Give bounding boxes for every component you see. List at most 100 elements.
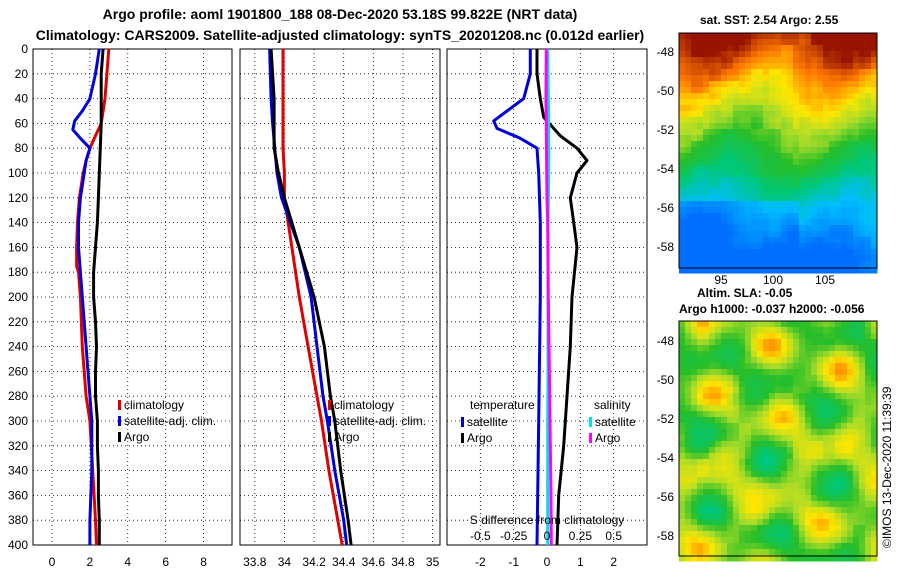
sst-lat-tick: -58 xyxy=(657,240,675,254)
y-tick-label: 300 xyxy=(8,414,28,428)
sla-map-title-2: Argo h1000: -0.037 h2000: -0.056 xyxy=(679,302,865,316)
sla-lat-tick: -50 xyxy=(657,373,675,387)
legend-temp-title: temperature xyxy=(470,398,535,412)
y-tick-label: 340 xyxy=(8,464,28,478)
series-line-climatology xyxy=(281,49,344,546)
x-tick-label: 33.8 xyxy=(243,555,267,569)
x-tick-label: 8 xyxy=(200,555,207,569)
legend-s-argo-label: Argo xyxy=(334,430,360,444)
secondary-tick-label: 0.25 xyxy=(569,529,593,543)
panel-frame-0 xyxy=(32,48,233,546)
y-tick-label: 120 xyxy=(8,191,28,205)
series-line-temperature-satellite xyxy=(492,49,542,546)
secondary-tick-label: -0.25 xyxy=(500,529,528,543)
secondary-tick-label: -0.5 xyxy=(470,529,491,543)
sla-lat-tick: -56 xyxy=(657,490,675,504)
sst-map-title: sat. SST: 2.54 Argo: 2.55 xyxy=(700,13,839,27)
sla-lat-tick: -52 xyxy=(657,412,675,426)
legend-d-ssat-label: satellite xyxy=(595,415,636,429)
x-tick-label: -2 xyxy=(475,555,486,569)
y-tick-label: 280 xyxy=(8,389,28,403)
sla-lat-tick: -48 xyxy=(657,334,675,348)
x-tick-label: 34.4 xyxy=(332,555,356,569)
series-line-satellite-adj--clim- xyxy=(71,48,101,545)
y-tick-label: 200 xyxy=(8,290,28,304)
y-tick-label: 20 xyxy=(15,67,29,81)
x-tick-label: 34 xyxy=(278,555,292,569)
sla-lat-tick: -58 xyxy=(657,529,675,543)
x-tick-label: 34.8 xyxy=(391,555,415,569)
x-tick-label: 0 xyxy=(49,555,56,569)
sst-lon-tick: 105 xyxy=(815,273,835,287)
y-tick-label: 240 xyxy=(8,340,28,354)
legend-d-tsat-swatch xyxy=(461,417,464,427)
legend-t-argo-swatch xyxy=(118,432,121,442)
y-tick-label: 60 xyxy=(15,116,29,130)
y-tick-label: 380 xyxy=(8,513,28,527)
legend-t-clim-swatch xyxy=(118,400,121,410)
series-line-argo xyxy=(269,48,353,546)
sst-lat-tick: -52 xyxy=(657,123,675,137)
y-tick-label: 180 xyxy=(8,265,28,279)
x-tick-label: 34.6 xyxy=(362,555,386,569)
sst-map-border xyxy=(678,32,878,269)
x-tick-label: 4 xyxy=(124,555,131,569)
sst-lat-tick: -48 xyxy=(657,45,675,59)
x-tick-label: 6 xyxy=(162,555,169,569)
sst-lat-tick: -50 xyxy=(657,84,675,98)
sst-lon-tick: 100 xyxy=(763,273,783,287)
y-tick-label: 320 xyxy=(8,439,28,453)
y-tick-label: 360 xyxy=(8,488,28,502)
sst-lon-tick: 95 xyxy=(714,273,728,287)
y-tick-label: 80 xyxy=(15,141,29,155)
y-tick-label: 100 xyxy=(8,166,28,180)
x-tick-label: 2 xyxy=(610,555,617,569)
legend-d-sargo-swatch xyxy=(589,433,592,443)
title-line-2: Climatology: CARS2009. Satellite-adjuste… xyxy=(35,27,645,43)
legend-d-tsat-label: satellite xyxy=(467,415,508,429)
legend-d-ssat-swatch xyxy=(589,417,592,427)
legend-s-sat-swatch xyxy=(328,416,331,426)
sst-lat-tick: -56 xyxy=(657,201,675,215)
title-line-1: Argo profile: aoml 1901800_188 08-Dec-20… xyxy=(102,6,578,22)
series-line-temperature-argo xyxy=(535,49,589,546)
x-tick-label: 35 xyxy=(426,555,440,569)
legend-d-sargo-label: Argo xyxy=(595,431,621,445)
secondary-axis-label: S difference from climatology xyxy=(470,513,625,527)
legend-t-argo-label: Argo xyxy=(124,430,150,444)
x-tick-label: 2 xyxy=(87,555,94,569)
legend-t-sat-swatch xyxy=(118,416,121,426)
legend-d-targo-label: Argo xyxy=(467,431,493,445)
y-tick-label: 40 xyxy=(15,92,29,106)
sla-lat-tick: -54 xyxy=(657,451,675,465)
y-tick-label: 0 xyxy=(21,42,28,56)
legend-s-sat-label: satellite-adj. clim. xyxy=(334,414,426,428)
legend-sal-title: salinity xyxy=(594,398,631,412)
secondary-tick-label: 0.5 xyxy=(605,529,622,543)
legend-d-targo-swatch xyxy=(461,433,464,443)
y-tick-label: 160 xyxy=(8,240,28,254)
legend-s-clim-label: climatology xyxy=(334,398,394,412)
legend-s-argo-swatch xyxy=(328,432,331,442)
y-tick-label: 400 xyxy=(8,538,28,552)
x-tick-label: -1 xyxy=(508,555,519,569)
sst-map xyxy=(679,33,878,274)
x-tick-label: 1 xyxy=(577,555,584,569)
sst-lat-tick: -54 xyxy=(657,162,675,176)
series-line-argo xyxy=(92,48,105,545)
sla-map-border xyxy=(678,320,878,557)
y-tick-label: 260 xyxy=(8,364,28,378)
legend-t-clim-label: climatology xyxy=(124,398,184,412)
secondary-tick-label: 0 xyxy=(544,529,551,543)
sla-map xyxy=(679,321,878,562)
x-tick-label: 34.2 xyxy=(302,555,326,569)
legend-s-clim-swatch xyxy=(328,400,331,410)
y-tick-label: 140 xyxy=(8,216,28,230)
credit-text: ©IMOS 13-Dec-2020 11:39:39 xyxy=(880,386,894,548)
series-line-salinity-argo xyxy=(544,48,553,546)
sla-map-title-1: Altim. SLA: -0.05 xyxy=(697,286,793,300)
legend-t-sat-label: satellite-adj. clim. xyxy=(124,414,216,428)
y-tick-label: 220 xyxy=(8,315,28,329)
x-tick-label: 0 xyxy=(544,555,551,569)
